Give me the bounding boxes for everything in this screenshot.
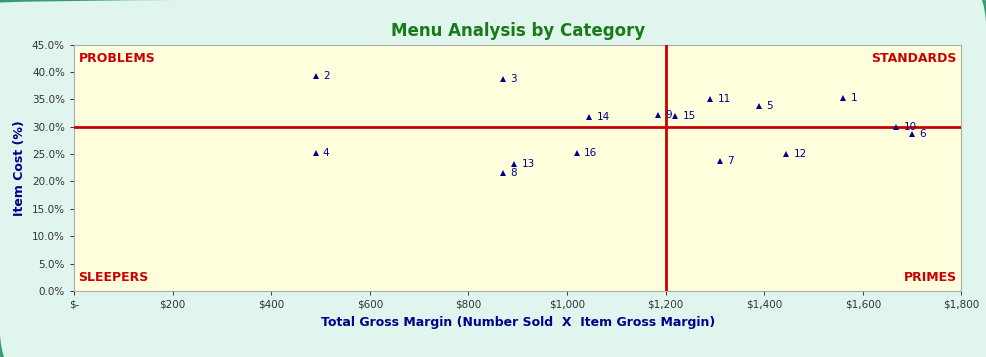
Text: 14: 14 xyxy=(597,112,609,122)
Text: 2: 2 xyxy=(323,71,329,81)
Text: 6: 6 xyxy=(919,129,926,139)
Text: 5: 5 xyxy=(767,101,773,111)
Text: 8: 8 xyxy=(511,168,517,178)
Text: PROBLEMS: PROBLEMS xyxy=(79,52,155,65)
Text: 10: 10 xyxy=(903,122,917,132)
Text: 7: 7 xyxy=(728,156,734,166)
Text: 13: 13 xyxy=(522,159,534,169)
Text: 12: 12 xyxy=(794,149,807,159)
Text: PRIMES: PRIMES xyxy=(904,271,956,283)
Text: 3: 3 xyxy=(511,74,517,84)
Y-axis label: Item Cost (%): Item Cost (%) xyxy=(14,120,27,216)
Text: 15: 15 xyxy=(682,111,696,121)
X-axis label: Total Gross Margin (Number Sold  X  Item Gross Margin): Total Gross Margin (Number Sold X Item G… xyxy=(320,316,715,328)
Text: 4: 4 xyxy=(323,148,329,158)
Text: 16: 16 xyxy=(584,148,598,158)
Text: STANDARDS: STANDARDS xyxy=(872,52,956,65)
Title: Menu Analysis by Category: Menu Analysis by Category xyxy=(390,22,645,40)
Text: 11: 11 xyxy=(718,94,731,104)
Text: 1: 1 xyxy=(850,93,857,103)
Text: SLEEPERS: SLEEPERS xyxy=(79,271,149,283)
Text: 9: 9 xyxy=(666,110,672,120)
